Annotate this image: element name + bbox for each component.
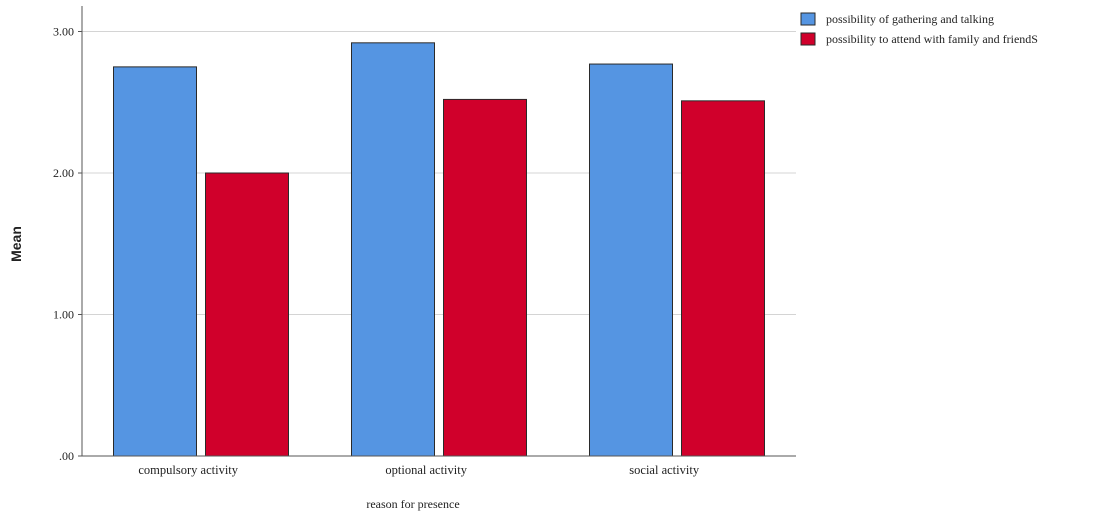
y-tick-label: 3.00 <box>53 25 74 39</box>
legend-label: possibility to attend with family and fr… <box>826 32 1038 46</box>
legend: possibility of gathering and talking poss… <box>800 12 1038 46</box>
legend-swatch <box>800 12 816 26</box>
bar <box>113 66 197 457</box>
bar <box>205 172 289 457</box>
x-category-label: compulsory activity <box>138 463 238 477</box>
bars <box>113 42 765 457</box>
x-category-label: social activity <box>629 463 700 477</box>
y-tick-label: .00 <box>59 449 74 463</box>
legend-swatch <box>800 32 816 46</box>
gridlines <box>82 31 796 315</box>
y-axis-label: Mean <box>8 226 24 262</box>
bar <box>443 98 527 457</box>
x-category-label: optional activity <box>385 463 467 477</box>
x-axis-label: reason for presence <box>366 497 459 511</box>
legend-label: possibility of gathering and talking <box>826 12 994 26</box>
y-tick-label: 1.00 <box>53 308 74 322</box>
bar <box>351 42 435 457</box>
y-tick-label: 2.00 <box>53 166 74 180</box>
bar <box>681 100 765 457</box>
x-category-labels: compulsory activity optional activity soci… <box>138 463 699 477</box>
bar <box>589 63 673 457</box>
axes <box>81 6 796 457</box>
y-tick-labels: .00 1.00 2.00 3.00 <box>53 25 82 463</box>
